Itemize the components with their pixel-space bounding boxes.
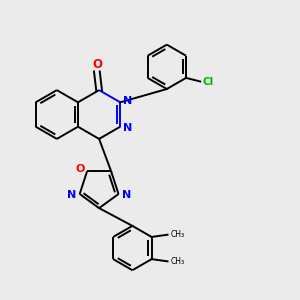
- Text: CH₃: CH₃: [170, 230, 184, 239]
- Text: N: N: [67, 190, 76, 200]
- Text: N: N: [123, 96, 132, 106]
- Text: N: N: [122, 190, 131, 200]
- Text: CH₃: CH₃: [170, 257, 184, 266]
- Text: O: O: [75, 164, 85, 174]
- Text: O: O: [92, 58, 102, 71]
- Text: N: N: [123, 123, 132, 133]
- Text: Cl: Cl: [202, 77, 214, 87]
